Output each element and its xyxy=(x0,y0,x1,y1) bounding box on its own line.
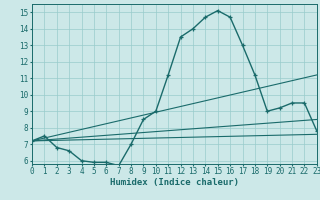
X-axis label: Humidex (Indice chaleur): Humidex (Indice chaleur) xyxy=(110,178,239,187)
